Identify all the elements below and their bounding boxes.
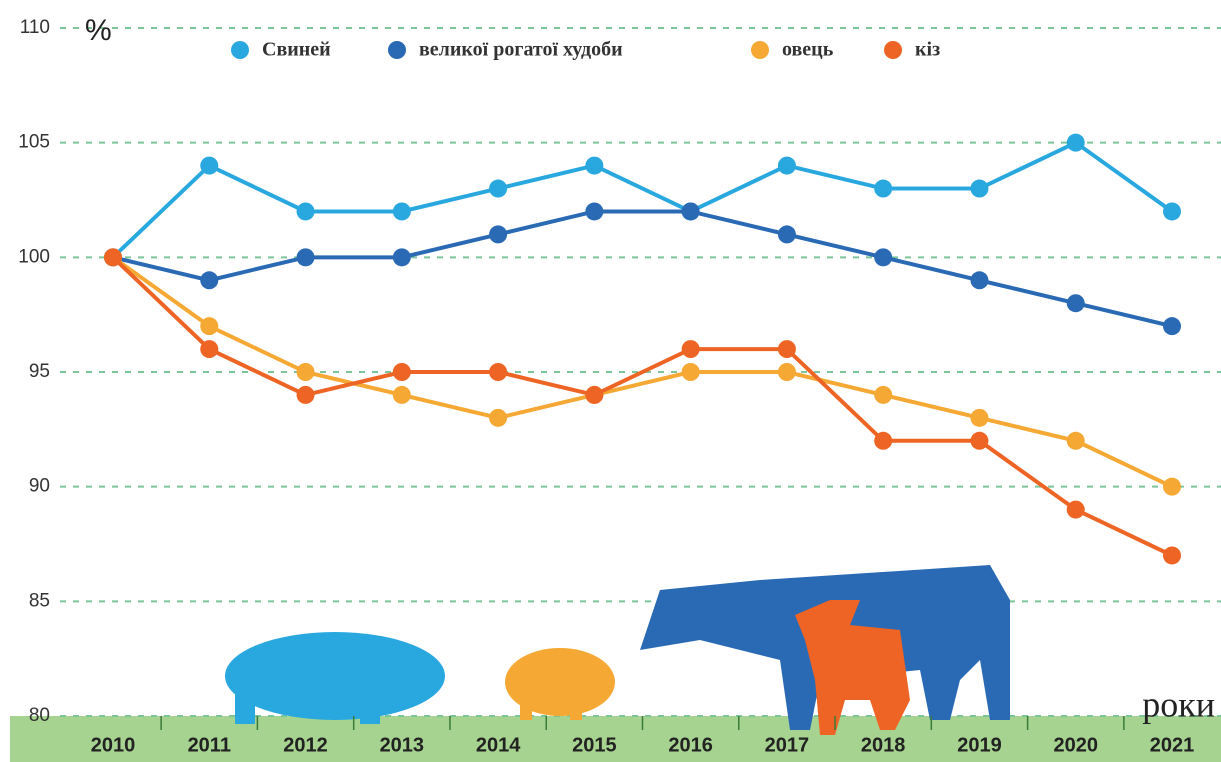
series-line [111, 255, 1173, 558]
data-point [489, 225, 508, 244]
data-point [489, 363, 508, 381]
data-point [1163, 546, 1181, 565]
data-point [392, 202, 411, 221]
data-point [970, 431, 989, 450]
data-point [489, 408, 508, 427]
legend-label: кіз [915, 39, 940, 61]
data-point [874, 431, 893, 450]
data-point [200, 156, 219, 175]
data-point [1163, 202, 1181, 221]
data-point [296, 363, 315, 381]
legend-label: великої рогатої худоби [419, 39, 623, 61]
legend-label: овець [782, 39, 834, 61]
data-point [200, 340, 219, 359]
legend-label: Свиней [262, 39, 331, 61]
data-point [777, 156, 796, 175]
x-tick-label: 2021 [1150, 734, 1195, 756]
data-point [296, 248, 315, 267]
data-point [585, 156, 604, 175]
data-point [970, 271, 989, 290]
x-tick-label: 2015 [572, 734, 617, 756]
x-tick-label: 2018 [861, 734, 906, 756]
data-point [392, 248, 411, 267]
data-point [681, 340, 700, 359]
data-point [777, 340, 796, 359]
legend-marker [388, 41, 406, 59]
x-tick-label: 2012 [283, 734, 328, 756]
data-point [874, 179, 893, 198]
data-point [200, 317, 219, 336]
legend-marker [884, 41, 902, 59]
data-point [1163, 317, 1181, 336]
y-tick-label: 105 [18, 132, 50, 153]
data-point [777, 225, 796, 244]
data-point [489, 179, 508, 198]
data-point [200, 271, 219, 290]
data-point [1066, 133, 1085, 152]
x-axis-label: роки [1142, 684, 1215, 724]
x-tick-label: 2014 [476, 734, 521, 756]
data-point [1163, 477, 1181, 496]
data-point [104, 248, 122, 267]
x-tick-label: 2010 [91, 734, 136, 756]
series-line [112, 209, 1173, 329]
y-axis-label: % [85, 14, 112, 47]
y-tick-label: 100 [18, 246, 50, 267]
data-point [296, 202, 315, 221]
y-tick-label: 85 [29, 590, 50, 611]
legend-marker [751, 41, 769, 59]
legend-marker [231, 41, 249, 59]
y-tick-label: 95 [29, 361, 50, 382]
x-tick-label: 2020 [1053, 734, 1098, 756]
data-point [970, 179, 989, 198]
data-point [392, 385, 411, 404]
data-point [681, 363, 700, 381]
data-point [1066, 431, 1085, 450]
data-point [296, 385, 315, 404]
data-point [1066, 500, 1085, 519]
series-line [111, 140, 1174, 259]
x-tick-label: 2011 [188, 734, 231, 756]
animal-silhouettes [225, 565, 1010, 735]
series-line [111, 255, 1173, 489]
x-tick-label: 2013 [380, 734, 425, 756]
data-point [1066, 294, 1085, 313]
x-axis-band [10, 716, 1221, 762]
data-point [874, 248, 893, 267]
data-point [874, 385, 893, 404]
y-tick-label: 90 [29, 476, 50, 497]
y-tick-label: 80 [29, 705, 50, 726]
data-point [585, 202, 604, 221]
x-tick-label: 2019 [957, 734, 1002, 756]
data-point [777, 363, 796, 381]
data-point [392, 363, 411, 381]
y-tick-label: 110 [20, 17, 50, 38]
x-tick-label: 2017 [765, 734, 810, 756]
x-tick-label: 2016 [668, 734, 713, 756]
data-point [585, 385, 604, 404]
data-point [681, 202, 700, 221]
data-point [970, 408, 989, 427]
